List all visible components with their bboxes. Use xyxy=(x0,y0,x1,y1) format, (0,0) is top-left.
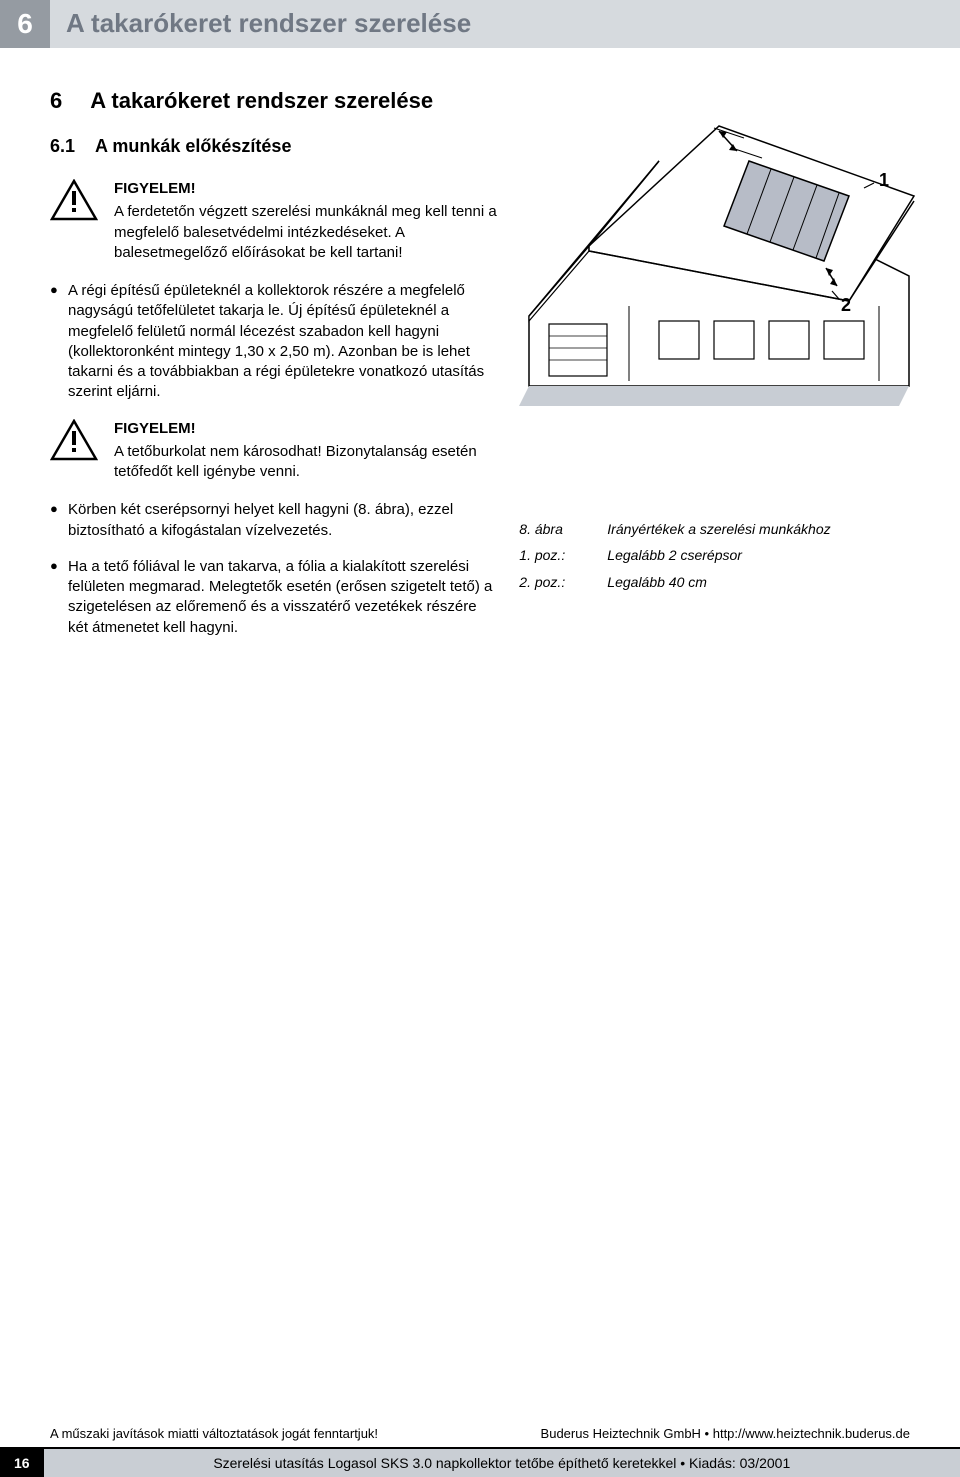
footer-bottom-row: 16 Szerelési utasítás Logasol SKS 3.0 na… xyxy=(0,1449,960,1477)
caption-text: Irányértékek a szerelési munkákhoz xyxy=(607,518,830,540)
footer-disclaimer: A műszaki javítások miatti változtatások… xyxy=(50,1426,378,1441)
warning-body: A tetőburkolat nem károsodhat! Bizonytal… xyxy=(114,442,499,483)
warning-block-1: FIGYELEM! A ferdetetőn végzett szerelési… xyxy=(50,179,499,263)
bullet-1: A régi építésű épületeknél a kollektorok… xyxy=(50,281,499,403)
figure-pos-1: 1. poz.: Legalább 2 cserépsor xyxy=(519,544,910,566)
warning-icon xyxy=(50,179,98,221)
warning-label: FIGYELEM! xyxy=(114,179,499,199)
header-chapter-title: A takarókeret rendszer szerelése xyxy=(50,0,960,48)
figure-and-caption: 1 2 xyxy=(519,518,910,593)
warning-text-2: FIGYELEM! A tetőburkolat nem károsodhat!… xyxy=(114,419,499,483)
page-header: 6 A takarókeret rendszer szerelése xyxy=(0,0,960,48)
page-content: 6 A takarókeret rendszer szerelése 6.1 A m… xyxy=(0,48,960,654)
warning-block-2: FIGYELEM! A tetőburkolat nem károsodhat!… xyxy=(50,419,499,483)
footer-company: Buderus Heiztechnik GmbH • http://www.he… xyxy=(541,1426,910,1441)
header-chapter-number: 6 xyxy=(0,0,50,48)
subsection-number: 6.1 xyxy=(50,136,75,156)
figure-8-diagram: 1 2 xyxy=(519,96,919,486)
callout-2: 2 xyxy=(841,295,851,315)
pos1-label: 1. poz.: xyxy=(519,544,589,566)
footer-top-row: A műszaki javítások miatti változtatások… xyxy=(0,1426,960,1449)
bullet-3: Ha a tető fóliával le van takarva, a fól… xyxy=(50,557,499,638)
warning-text-1: FIGYELEM! A ferdetetőn végzett szerelési… xyxy=(114,179,499,263)
right-column: 1 2 xyxy=(519,88,910,654)
page-footer: A műszaki javítások miatti változtatások… xyxy=(0,1426,960,1477)
caption-label: 8. ábra xyxy=(519,518,589,540)
bullet-2: Körben két cserépsornyi helyet kell hagy… xyxy=(50,500,499,541)
figure-pos-2: 2. poz.: Legalább 40 cm xyxy=(519,571,910,593)
section-number: 6 xyxy=(50,88,62,113)
page-number: 16 xyxy=(0,1449,44,1477)
footer-doc-title: Szerelési utasítás Logasol SKS 3.0 napko… xyxy=(44,1449,960,1477)
callout-1: 1 xyxy=(879,170,889,190)
pos2-label: 2. poz.: xyxy=(519,571,589,593)
section-heading: 6 A takarókeret rendszer szerelése xyxy=(50,88,499,114)
subsection-title: A munkák előkészítése xyxy=(95,136,291,156)
warning-body: A ferdetetőn végzett szerelési munkáknál… xyxy=(114,202,499,263)
left-column: 6 A takarókeret rendszer szerelése 6.1 A m… xyxy=(50,88,499,654)
subsection-heading: 6.1 A munkák előkészítése xyxy=(50,136,499,157)
pos1-text: Legalább 2 cserépsor xyxy=(607,544,742,566)
figure-caption: 8. ábra Irányértékek a szerelési munkákh… xyxy=(519,518,910,540)
warning-label: FIGYELEM! xyxy=(114,419,499,439)
pos2-text: Legalább 40 cm xyxy=(607,571,707,593)
section-title: A takarókeret rendszer szerelése xyxy=(90,88,433,113)
warning-icon xyxy=(50,419,98,461)
